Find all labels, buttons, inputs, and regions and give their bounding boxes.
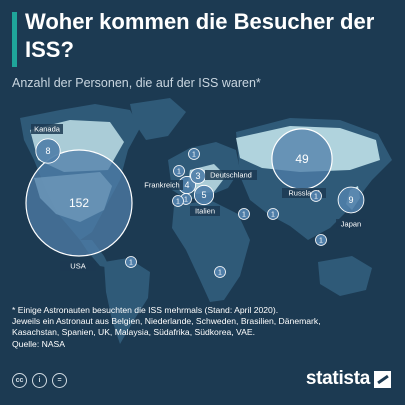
- title-accent-bar: [12, 12, 17, 67]
- bubble-single-value: 1: [242, 212, 246, 219]
- bubble-single: [214, 266, 226, 278]
- bubble-value-deutschland: 3: [195, 171, 200, 181]
- bubble-single-value: 1: [177, 169, 181, 176]
- page-subtitle: Anzahl der Personen, die auf der ISS war…: [12, 76, 261, 90]
- landmass-australia: [318, 256, 372, 296]
- footnote-source: Quelle: NASA: [12, 338, 66, 349]
- country-label-box-italien: [190, 206, 220, 216]
- country-label-frankreich: Frankreich: [144, 181, 179, 190]
- country-label-box-frankreich: [141, 180, 183, 190]
- landmass-africa: [172, 200, 250, 302]
- footnote: * Einige Astronauten besuchten die ISS m…: [12, 305, 397, 350]
- country-label-japan: Japan: [341, 220, 361, 229]
- footnote-line-1: * Einige Astronauten besuchten die ISS m…: [12, 305, 279, 315]
- bubble-single-value: 1: [271, 212, 275, 219]
- person-icon[interactable]: i: [32, 373, 47, 388]
- footnote-line-3: Kasachstan, Spanien, UK, Malaysia, Südaf…: [12, 327, 255, 338]
- bubble-japan: [337, 186, 365, 214]
- bubble-kanada: [35, 138, 61, 164]
- country-label-box-usa: [60, 261, 96, 271]
- bubble-single: [188, 148, 200, 160]
- bubble-usa: [25, 149, 133, 257]
- bubble-single-value: 1: [218, 270, 222, 277]
- license-icons: cc i =: [12, 373, 67, 388]
- bubble-value-kanada: 8: [45, 146, 50, 156]
- bubble-value-japan: 9: [348, 195, 353, 205]
- bubble-value-russland: 49: [295, 152, 309, 166]
- bubble-single-value: 1: [192, 152, 196, 159]
- bubble-single: [172, 195, 184, 207]
- country-label-kanada: Kanada: [34, 125, 61, 134]
- brand-name: statista: [305, 368, 370, 389]
- bubble-single-value: 1: [319, 238, 323, 245]
- footnote-line-2: Jeweils ein Astronaut aus Belgien, Niede…: [12, 316, 321, 327]
- bubble-single: [238, 208, 250, 220]
- country-label-usa: USA: [70, 262, 85, 271]
- bubble-value-frankreich: 4: [184, 180, 189, 190]
- bubble-single-value: 1: [176, 199, 180, 206]
- bubble-single: [125, 256, 137, 268]
- bubble-single: [173, 165, 185, 177]
- bubble-single: [310, 190, 322, 202]
- cc-icon[interactable]: cc: [12, 373, 27, 388]
- country-label-box-russland: [282, 188, 326, 198]
- bubble-single-value: 1: [314, 194, 318, 201]
- equals-icon[interactable]: =: [52, 373, 67, 388]
- country-label-deutschland: Deutschland: [210, 171, 252, 180]
- bubble-italien: [193, 184, 215, 206]
- page-title: Woher kommen die Besucher der ISS?: [25, 9, 375, 62]
- statista-mark-icon: [374, 370, 391, 388]
- landmass-south-america: [104, 258, 150, 344]
- bubble-single: [267, 208, 279, 220]
- bubble-single-value: 1: [184, 197, 188, 204]
- bubble-value-italien: 5: [201, 190, 206, 200]
- bubble-value-usa: 152: [69, 196, 89, 210]
- country-label-box-kanada: [31, 124, 63, 134]
- bubble-single: [315, 234, 327, 246]
- country-label-box-japan: [336, 219, 366, 229]
- landmass-greenland: [130, 98, 186, 140]
- country-label-box-deutschland: [205, 170, 257, 180]
- statista-logo[interactable]: statista: [306, 368, 391, 390]
- country-label-italien: Italien: [195, 207, 215, 216]
- country-label-russland: Russland: [288, 189, 319, 198]
- bubble-single-value: 1: [129, 260, 133, 267]
- bubble-layer: 152 USA 49 Russland 9 Japan 8 Kanada 5 Italien 4 Fr…: [25, 124, 366, 278]
